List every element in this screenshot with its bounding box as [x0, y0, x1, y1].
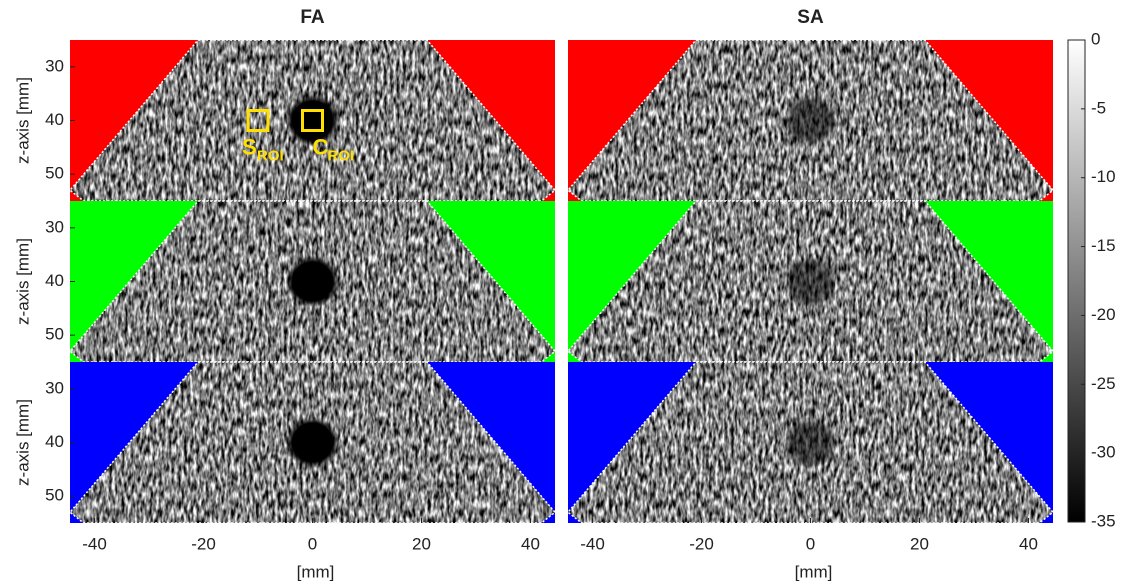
y-tick-label: 30 [45, 378, 64, 397]
roi-box [246, 109, 270, 132]
colorbar-tick-label: -35 [1091, 511, 1116, 530]
roi-label: S [242, 134, 257, 159]
lesion [285, 94, 340, 147]
x-tick-label: -40 [82, 534, 107, 553]
x-tick-label: -20 [191, 534, 216, 553]
panel-title: SA [797, 7, 824, 28]
lesion [285, 255, 340, 308]
colorbar-tick-label: -25 [1091, 374, 1116, 393]
colorbar-tick-label: 0 [1091, 29, 1100, 48]
y-tick-label: 50 [45, 325, 64, 344]
sector-edge [68, 200, 557, 363]
y-axis-label: z-axis [mm] [13, 238, 32, 325]
x-tick-label: 20 [412, 534, 431, 553]
roi-label-sub: ROI [257, 147, 284, 164]
image-panel [68, 361, 557, 524]
colorbar [1067, 39, 1086, 523]
x-tick-label: 20 [910, 534, 929, 553]
y-tick-label: 50 [45, 486, 64, 505]
y-tick-label: 50 [45, 164, 64, 183]
image-panel [566, 361, 1055, 524]
lesion [783, 94, 838, 147]
lesion [285, 416, 340, 469]
sector-edge [68, 39, 557, 202]
sector-edge [566, 39, 1055, 202]
y-tick-label: 40 [45, 110, 64, 129]
x-tick-label: 0 [806, 534, 815, 553]
image-panel [68, 39, 557, 202]
x-tick-label: -40 [580, 534, 605, 553]
colorbar-tick-label: -20 [1091, 305, 1116, 324]
x-tick-label: 40 [1019, 534, 1038, 553]
roi-box [301, 109, 324, 132]
y-axis-label: z-axis [mm] [13, 77, 32, 164]
colorbar-tick-label: -5 [1091, 98, 1106, 117]
x-tick-label: -20 [689, 534, 714, 553]
y-tick-label: 30 [45, 56, 64, 75]
x-axis-label: [mm] [297, 562, 335, 581]
lesion [783, 416, 838, 469]
panel-title: FA [300, 7, 325, 28]
sector-edge [566, 361, 1055, 524]
sector-edge [566, 200, 1055, 363]
roi-label: C [313, 134, 329, 159]
y-tick-label: 40 [45, 432, 64, 451]
y-tick-label: 30 [45, 217, 64, 236]
colorbar-tick-label: -10 [1091, 167, 1116, 186]
lesion [783, 255, 838, 308]
image-panel [566, 39, 1055, 202]
x-tick-label: 0 [308, 534, 317, 553]
y-tick-label: 40 [45, 271, 64, 290]
image-panel [68, 200, 557, 363]
colorbar-tick-label: -30 [1091, 443, 1116, 462]
x-axis-label: [mm] [795, 562, 833, 581]
x-tick-label: 40 [521, 534, 540, 553]
y-axis-label: z-axis [mm] [13, 399, 32, 486]
image-panel [566, 200, 1055, 363]
sector-edge [68, 361, 557, 524]
roi-label-sub: ROI [328, 147, 355, 164]
colorbar-tick-label: -15 [1091, 236, 1116, 255]
